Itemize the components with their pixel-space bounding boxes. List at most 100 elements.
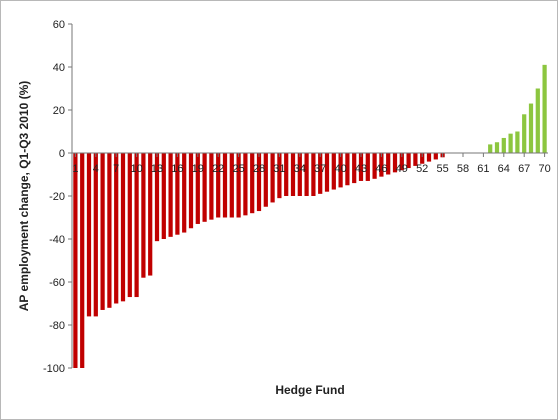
x-tick-label: 43 [355, 163, 367, 175]
x-tick-label: 67 [518, 163, 530, 175]
y-tick-label: -100 [43, 363, 65, 375]
bar [318, 153, 323, 194]
bar [209, 153, 214, 220]
bar [311, 153, 316, 196]
x-tick-label: 31 [273, 163, 285, 175]
bar [420, 153, 425, 164]
bar [100, 153, 105, 310]
y-tick-label: -20 [49, 191, 65, 203]
bar [379, 153, 384, 177]
x-tick-label: 19 [192, 163, 204, 175]
bar [542, 64, 547, 153]
bar [413, 153, 418, 166]
bar [182, 153, 187, 233]
bar [331, 153, 336, 190]
x-tick-label: 22 [212, 163, 224, 175]
bar [277, 153, 282, 199]
bar [426, 153, 432, 162]
bar [80, 153, 85, 368]
bar [148, 153, 153, 276]
bar [161, 153, 166, 239]
y-tick-label: -80 [49, 320, 65, 332]
bar [256, 153, 262, 212]
bar [372, 153, 377, 179]
bar [154, 153, 160, 242]
bar [93, 153, 98, 317]
y-axis-title: AP employment change, Q1-Q3 2010 (%) [17, 81, 31, 312]
bar [406, 153, 411, 169]
x-tick-label: 25 [232, 163, 244, 175]
bar [324, 153, 330, 192]
bar [243, 153, 248, 216]
x-axis: 1 4 7 10 13 16 19 22 25 28 31 34 37 40 43 46 49 52 55 58 61 6… [72, 152, 551, 175]
bar [270, 153, 275, 203]
bar [358, 153, 364, 181]
x-tick-label: 16 [171, 163, 183, 175]
y-tick-label: -40 [49, 234, 65, 246]
bar [263, 153, 268, 207]
x-tick-label: 52 [416, 163, 428, 175]
x-tick-label: 1 [72, 163, 78, 175]
bar [168, 153, 173, 237]
y-tick-label: -60 [49, 277, 65, 289]
bar [488, 144, 493, 153]
bar [134, 153, 139, 298]
bar [86, 153, 92, 317]
x-tick-label: 61 [477, 163, 489, 175]
bars [73, 64, 547, 368]
y-tick-label: 60 [53, 19, 65, 31]
y-tick-label: 40 [53, 62, 65, 74]
x-tick-label: 4 [93, 163, 99, 175]
bar [250, 153, 255, 214]
bar [188, 153, 194, 229]
bar [141, 153, 146, 278]
x-tick-label: 34 [294, 163, 306, 175]
bar [386, 153, 391, 175]
bar [304, 153, 309, 196]
x-tick-label: 46 [375, 163, 387, 175]
x-tick-label: 49 [396, 163, 408, 175]
bar [494, 142, 500, 153]
x-tick-label: 70 [538, 163, 550, 175]
bar [433, 153, 438, 160]
bar [501, 137, 506, 153]
bar [175, 153, 180, 235]
bar [222, 153, 228, 218]
x-tick-label: 13 [151, 163, 163, 175]
y-tick-label: 0 [59, 148, 65, 160]
bar [284, 153, 289, 196]
x-tick-label: 37 [314, 163, 326, 175]
x-tick-label: 7 [113, 163, 119, 175]
bar [195, 153, 200, 224]
x-tick-label: 10 [130, 163, 142, 175]
bar [120, 153, 126, 302]
x-axis-title: Hedge Fund [275, 383, 344, 397]
bar [345, 153, 350, 186]
x-tick-label: 55 [436, 163, 448, 175]
y-axis: -100 -80 -60 -40 -20 0 20 40 60 [43, 19, 73, 375]
bar [508, 133, 513, 153]
bar [107, 153, 112, 308]
bar [297, 153, 302, 196]
x-tick-label: 64 [498, 163, 510, 175]
bar [392, 153, 398, 173]
bar [515, 131, 520, 153]
bar [229, 153, 234, 218]
bar [352, 153, 357, 184]
bar [73, 153, 78, 368]
bar [535, 88, 540, 153]
y-tick-label: 20 [53, 105, 65, 117]
bar [216, 153, 221, 218]
bar [114, 153, 119, 304]
x-tick-label: 58 [457, 163, 469, 175]
x-tick-label: 40 [334, 163, 346, 175]
bar [290, 153, 296, 196]
bar [202, 153, 207, 222]
bar [528, 103, 534, 153]
x-tick-label: 28 [253, 163, 265, 175]
bar [522, 114, 527, 153]
bar [127, 153, 132, 298]
bar [399, 153, 404, 171]
bar [338, 153, 343, 188]
